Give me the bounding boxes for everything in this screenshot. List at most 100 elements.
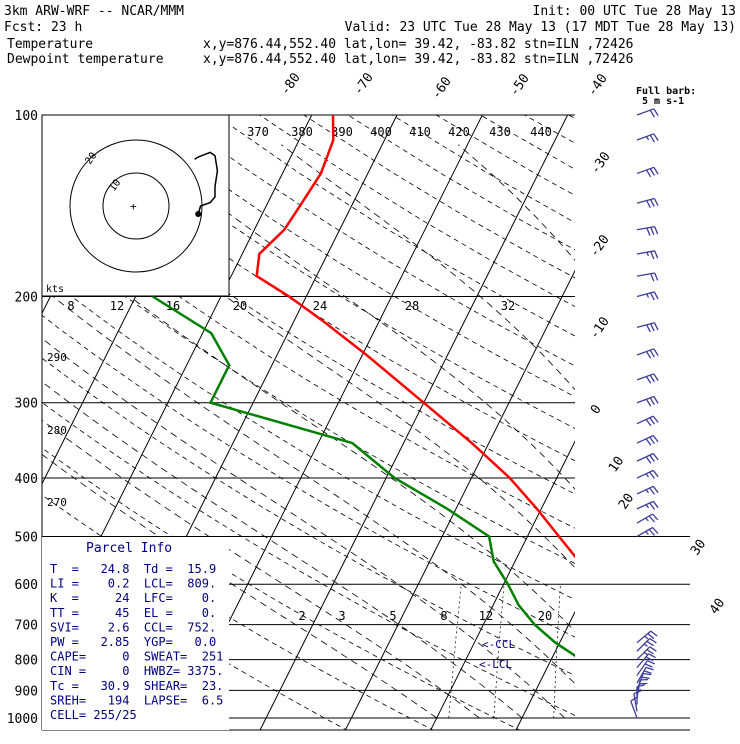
pressure-label: 600 [15, 578, 38, 593]
wind-barb [637, 514, 658, 523]
temperature-location: x,y=876.44,552.40 lat,lon= 39.42, -83.82… [203, 37, 633, 52]
ccl-lcl-markers: <-CCL <-LCL [479, 638, 515, 671]
valid-time: Valid: 23 UTC Tue 28 May 13 (17 MDT Tue … [345, 20, 736, 35]
parcel-info-title: Parcel Info [86, 541, 172, 556]
dry-adiabat-line [392, 115, 740, 731]
pressure-label: 1000 [7, 712, 38, 727]
parcel-info-row: PW = 2.85 YGP= 0.0 [50, 635, 216, 649]
wind-barb [637, 528, 658, 537]
parcel-info-row: Tc = 30.9 SHEAR= 23. [50, 679, 223, 693]
isotherm-label: -50 [507, 71, 533, 99]
isotherm-line [686, 115, 740, 731]
upper-scale-label: 24 [313, 299, 327, 313]
isotherm-line [430, 115, 738, 731]
barb-legend-unit: 5 m s-1 [642, 96, 684, 107]
mixing-ratio-line [554, 584, 561, 718]
mixing-ratio-label: 3 [338, 609, 345, 623]
isotherm-label: -80 [278, 70, 304, 98]
parcel-info-row: SREH= 194 LAPSE= 6.5 [50, 693, 223, 707]
pressure-label: 400 [15, 472, 38, 487]
isotherm-label: 30 [688, 537, 709, 558]
mixing-ratio-line [494, 584, 504, 718]
wind-barb [637, 454, 658, 464]
temperature-legend-label: Temperature [7, 37, 93, 52]
forecast-hour: Fcst: 23 h [4, 20, 82, 35]
isotherm-line [601, 115, 740, 731]
parcel-info-row: LI = 0.2 LCL= 809. [50, 577, 216, 591]
isotherm-label: 0 [588, 402, 605, 417]
wind-barb [637, 374, 658, 384]
wind-barb [637, 167, 658, 177]
hodograph-storm-motion [195, 211, 201, 217]
isotherm-label: -20 [587, 232, 613, 260]
pressure-label: 200 [15, 291, 38, 306]
wind-barb [637, 486, 658, 494]
pressure-label: 500 [15, 530, 38, 545]
mixing-ratio-line [664, 584, 665, 718]
wind-barb [637, 416, 658, 426]
dry-adiabat-line [525, 115, 740, 731]
mixing-ratio-label: 20 [538, 609, 552, 623]
mixing-ratio-label: 2 [298, 609, 305, 623]
mixing-ratio-label: 8 [440, 609, 447, 623]
wind-barb [637, 349, 658, 359]
wind-barb [637, 680, 648, 698]
isotherm-label: -10 [587, 314, 613, 342]
upper-scale-label: 32 [501, 299, 515, 313]
pressure-label: 100 [15, 109, 38, 124]
mixing-ratio-lines [449, 584, 733, 718]
theta-label: 440 [530, 125, 552, 139]
pressure-label: 800 [15, 654, 38, 669]
hodograph-inset: 20 10 + kts [42, 115, 229, 296]
wind-barb [637, 470, 658, 478]
parcel-info-rows: T = 24.8 Td = 15.9LI = 0.2 LCL= 809.K = … [50, 562, 223, 722]
isotherm-label: 10 [606, 454, 627, 475]
wind-barb [637, 251, 658, 259]
isotherm-label: -60 [429, 74, 455, 102]
isotherm-line [260, 115, 568, 731]
parcel-info-row: CELL= 255/25 [50, 708, 137, 722]
wind-barb [637, 501, 658, 509]
dry-adiabat-line [171, 115, 740, 731]
parcel-info-row: TT = 45 EL = 0. [50, 606, 216, 620]
parcel-info-row: T = 24.8 Td = 15.9 [50, 562, 216, 576]
wind-barb [637, 109, 658, 117]
mixing-ratio-label: 12 [479, 609, 493, 623]
pressure-label: 700 [15, 619, 38, 634]
mixing-ratio-line [612, 584, 615, 718]
upper-scale-label: 28 [405, 299, 419, 313]
upper-scale-label: 8 [67, 299, 74, 313]
isotherm-label: -70 [351, 70, 377, 98]
isotherm-label: -30 [588, 149, 614, 177]
isotherm-label: -40 [585, 71, 611, 99]
theta-label: 370 [247, 125, 269, 139]
parcel-info-row: CIN = 0 HWBZ= 3375. [50, 664, 223, 678]
ccl-marker: <-CCL [482, 638, 515, 651]
dry-adiabat-line [480, 115, 740, 731]
pressure-label: 300 [15, 397, 38, 412]
theta-label: 380 [291, 125, 313, 139]
theta-left-label: 270 [47, 496, 67, 509]
dewpoint-location: x,y=876.44,552.40 lat,lon= 39.42, -83.82… [203, 52, 633, 67]
theta-left-label: 280 [47, 424, 67, 437]
wind-barb [637, 323, 658, 332]
theta-label: 410 [409, 125, 431, 139]
wind-barb [637, 273, 658, 281]
wind-barb [637, 134, 658, 142]
theta-label: 420 [448, 125, 470, 139]
parcel-info-row: K = 24 LFC= 0. [50, 591, 216, 605]
upper-scale-label: 12 [110, 299, 124, 313]
moist-adiabat-line [281, 145, 740, 718]
dewpoint-legend-label: Dewpoint temperature [7, 52, 164, 67]
wind-barb [637, 292, 658, 300]
parcel-info-row: CAPE= 0 SWEAT= 251 [50, 650, 223, 664]
wind-barb [637, 436, 658, 446]
pressure-label: 900 [15, 684, 38, 699]
theta-left-label: 290 [47, 351, 67, 364]
parcel-info-box: Parcel Info T = 24.8 Td = 15.9LI = 0.2 L… [42, 537, 229, 730]
wind-barb [637, 397, 658, 407]
upper-scale-label: 20 [233, 299, 247, 313]
hodograph-units: kts [46, 284, 64, 295]
